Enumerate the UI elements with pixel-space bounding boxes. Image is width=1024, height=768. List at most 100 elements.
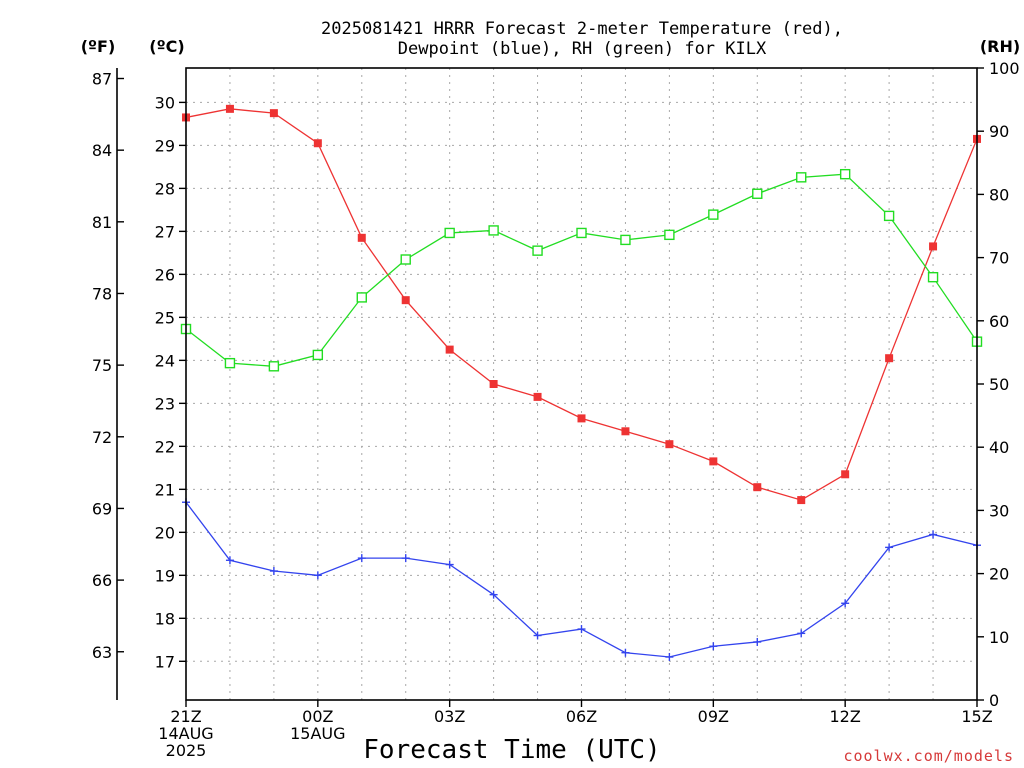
fahrenheit-tick-label: 84 [92,141,112,160]
rh-point [664,229,675,241]
fahrenheit-tick-label: 69 [92,499,112,518]
temperature-point [621,427,630,436]
x-tick-label: 14AUG [158,724,213,743]
x-tick-label: 00Z [302,707,333,726]
rh-tick-label: 60 [989,312,1009,331]
celsius-tick-label: 25 [155,308,175,327]
rh-point [839,168,851,180]
celsius-tick-label: 22 [155,437,175,456]
rh-point [883,210,895,222]
fahrenheit-tick-label: 72 [92,428,112,447]
rh-tick-label: 50 [989,375,1009,394]
rh-tick-label: 100 [989,59,1020,78]
chart-title: 2025081421 HRRR Forecast 2-meter Tempera… [321,19,843,39]
fahrenheit-unit-label: (ºF) [81,37,116,56]
dewpoint-point [841,599,850,608]
celsius-tick-label: 19 [155,566,175,585]
dewpoint-point [357,554,366,563]
celsius-tick-label: 27 [155,222,175,241]
rh-point [400,254,411,265]
x-tick-label: 06Z [566,707,597,726]
temperature-point [841,470,850,479]
rh-tick-label: 0 [989,691,999,710]
temperature-point [489,380,498,388]
credit-link[interactable]: coolwx.com/models [843,747,1014,765]
dewpoint-point [665,653,674,662]
rh-point [708,209,719,220]
rh-point [224,357,236,369]
temperature-point [225,104,234,113]
rh-tick-label: 30 [989,501,1009,520]
rh-point [312,349,324,361]
rh-tick-label: 20 [989,565,1009,584]
temperature-point [577,414,586,423]
x-tick-label: 12Z [830,707,861,726]
rh-point [796,172,807,183]
fahrenheit-tick-label: 81 [92,213,112,232]
celsius-tick-label: 23 [155,394,175,413]
dewpoint-point [269,567,278,576]
temperature-point [313,139,322,148]
celsius-tick-label: 30 [155,93,175,112]
rh-point [356,292,367,303]
temperature-point [445,345,454,354]
grid-lines [186,68,977,700]
celsius-tick-label: 28 [155,179,175,198]
dewpoint-point [489,590,498,599]
temperature-point [797,496,806,505]
x-tick-label: 21Z [170,707,201,726]
celsius-unit-label: (ºC) [149,37,184,56]
celsius-tick-label: 17 [155,652,175,671]
temperature-point [401,296,410,305]
dewpoint-point [313,571,322,580]
temperature-point [357,233,366,242]
rh-tick-label: 90 [989,122,1009,141]
dewpoint-point [533,631,542,640]
x-axis-label: Forecast Time (UTC) [363,735,660,765]
rh-tick-label: 70 [989,249,1009,268]
rh-point [927,271,939,283]
rh-point [532,245,543,256]
dewpoint-point [225,556,234,565]
x-tick-label: 09Z [698,707,729,726]
dewpoint-point [753,637,762,646]
temperature-point [929,242,938,251]
tick-labels: 17 18 19 20 21 22 23 24 25 26 27 28 29 30 63 66 69 72 75 78… [92,59,1020,760]
celsius-tick-label: 18 [155,609,175,628]
rh-point [488,225,499,236]
temperature-point [885,354,894,363]
temperature-point [709,457,718,466]
rh-tick-label: 80 [989,185,1009,204]
dewpoint-point [797,629,806,638]
dewpoint-point [885,543,894,552]
celsius-tick-label: 24 [155,351,175,370]
fahrenheit-tick-label: 66 [92,571,112,590]
fahrenheit-tick-label: 63 [92,643,112,662]
dewpoint-point [445,560,454,569]
dewpoint-point [929,530,938,539]
x-tick-label: 15Z [961,707,992,726]
dewpoint-point [577,625,586,634]
axes-layer [116,67,978,701]
temperature-point [665,440,674,449]
celsius-tick-label: 20 [155,523,175,542]
dewpoint-point [621,648,630,657]
celsius-tick-label: 21 [155,480,175,499]
rh-point [620,234,631,246]
rh-point [444,227,455,239]
temperature-point [533,392,542,401]
dewpoint-point [709,642,718,651]
temperature-point [269,109,278,118]
celsius-tick-label: 29 [155,136,175,155]
x-tick-label: 2025 [166,741,207,760]
rh-unit-label: (RH) [980,37,1020,56]
rh-tick-label: 10 [989,628,1009,647]
fahrenheit-tick-label: 75 [92,356,112,375]
temperature-point [753,483,762,492]
x-tick-label: 03Z [434,707,465,726]
rh-point [268,361,280,372]
fahrenheit-tick-label: 78 [92,284,112,303]
rh-tick-label: 40 [989,438,1009,457]
dewpoint-point [401,554,410,563]
